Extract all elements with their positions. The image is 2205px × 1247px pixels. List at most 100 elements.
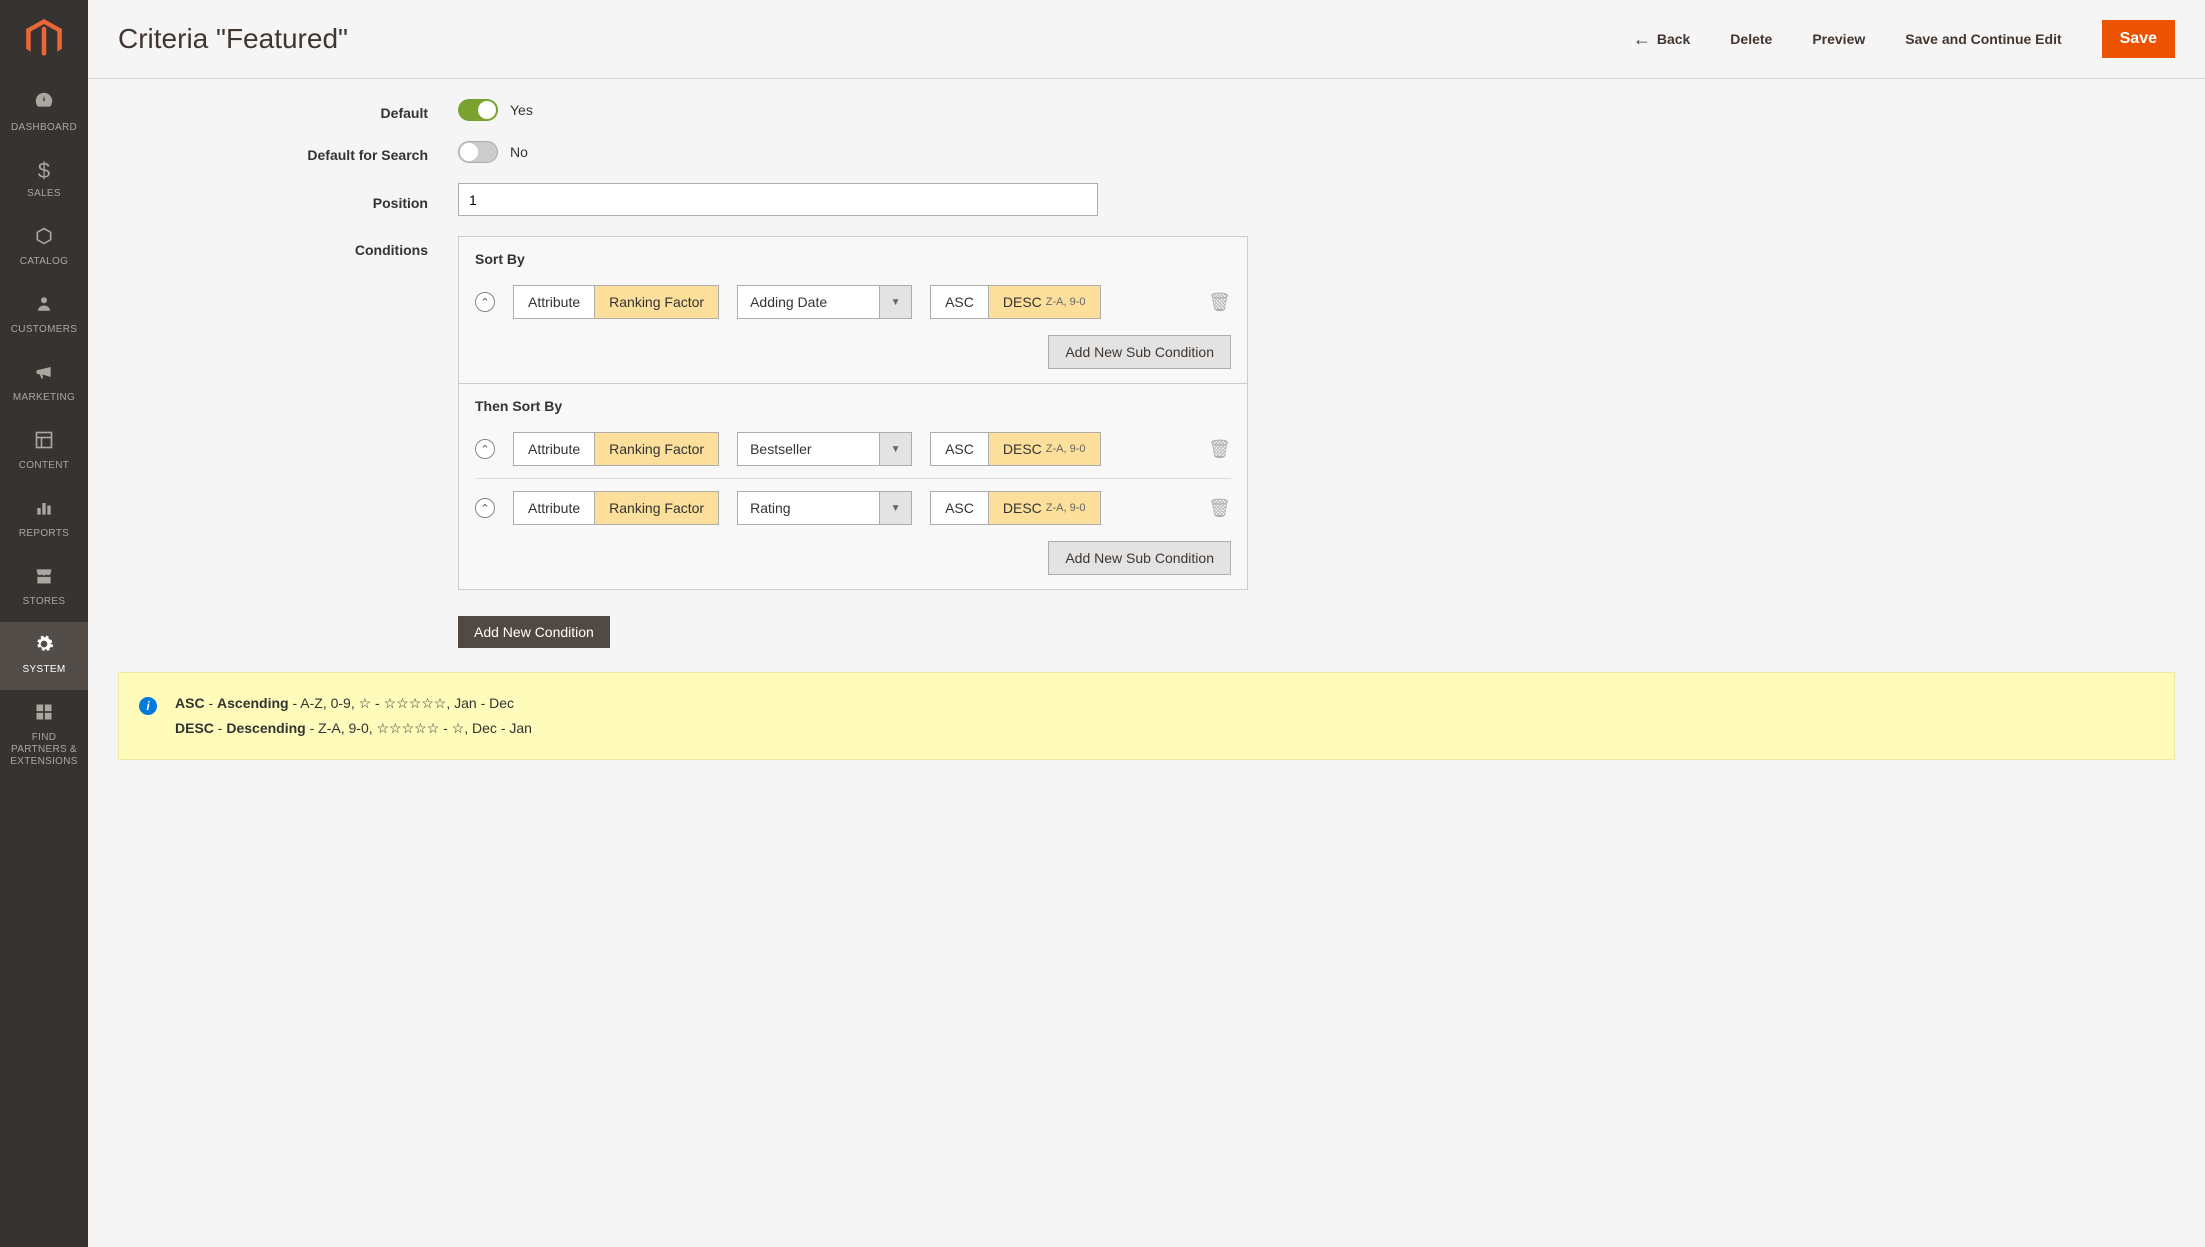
order-segment: ASC DESCZ-A, 9-0 xyxy=(930,491,1100,525)
collapse-icon[interactable]: ⌃ xyxy=(475,292,495,312)
order-segment: ASC DESC Z-A, 9-0 xyxy=(930,285,1100,319)
desc-sub: Z-A, 9-0 xyxy=(1046,443,1086,455)
ranking-factor-option[interactable]: Ranking Factor xyxy=(594,433,718,465)
nav-dashboard[interactable]: DASHBOARD xyxy=(0,78,88,148)
back-label: Back xyxy=(1657,31,1690,47)
info-message: i ASC - Ascending - A-Z, 0-9, ☆ - ☆☆☆☆☆,… xyxy=(118,672,2175,760)
condition-row: ⌃ Attribute Ranking Factor Rating ▼ xyxy=(475,478,1231,531)
value-select[interactable]: Bestseller ▼ xyxy=(737,432,912,466)
chevron-down-icon: ▼ xyxy=(879,433,911,465)
condition-group-title: Sort By xyxy=(475,251,1231,267)
storefront-icon xyxy=(34,566,54,590)
chevron-down-icon: ▼ xyxy=(879,286,911,318)
order-segment: ASC DESC Z-A, 9-0 xyxy=(930,432,1100,466)
desc-option[interactable]: DESC Z-A, 9-0 xyxy=(988,433,1100,465)
layout-icon xyxy=(34,430,54,454)
attribute-option[interactable]: Attribute xyxy=(514,433,594,465)
desc-sub: Z-A, 9-0 xyxy=(1046,296,1086,308)
nav-system[interactable]: SYSTEM xyxy=(0,622,88,690)
select-value: Rating xyxy=(738,492,879,524)
desc-label: DESC xyxy=(1003,294,1042,310)
dollar-icon: $ xyxy=(38,160,50,182)
condition-group-title: Then Sort By xyxy=(475,398,1231,414)
asc-option[interactable]: ASC xyxy=(931,492,988,524)
default-label: Default xyxy=(118,99,458,121)
blocks-icon xyxy=(34,702,54,726)
dashboard-icon xyxy=(33,90,55,116)
info-desc-line: DESC - Descending - Z-A, 9-0, ☆☆☆☆☆ - ☆,… xyxy=(175,716,2154,741)
nav-label: SALES xyxy=(27,188,61,200)
delete-row-icon[interactable]: 🗑 xyxy=(1208,292,1231,313)
type-segment: Attribute Ranking Factor xyxy=(513,285,719,319)
nav-stores[interactable]: STORES xyxy=(0,554,88,622)
save-button[interactable]: Save xyxy=(2102,20,2175,58)
desc-option[interactable]: DESC Z-A, 9-0 xyxy=(988,286,1100,318)
box-icon xyxy=(34,226,54,250)
nav-catalog[interactable]: CATALOG xyxy=(0,214,88,282)
asc-option[interactable]: ASC xyxy=(931,286,988,318)
nav-reports[interactable]: REPORTS xyxy=(0,486,88,554)
select-value: Adding Date xyxy=(738,286,879,318)
default-search-label: Default for Search xyxy=(118,141,458,163)
default-toggle[interactable] xyxy=(458,99,498,121)
nav-label: CUSTOMERS xyxy=(11,324,77,336)
asc-option[interactable]: ASC xyxy=(931,433,988,465)
select-value: Bestseller xyxy=(738,433,879,465)
add-sub-condition-button[interactable]: Add New Sub Condition xyxy=(1048,335,1231,369)
back-button[interactable]: ← Back xyxy=(1633,29,1690,50)
condition-row: ⌃ Attribute Ranking Factor Adding Date ▼ xyxy=(475,279,1231,325)
gear-icon xyxy=(34,634,54,658)
condition-group-0: Sort By ⌃ Attribute Ranking Factor Addin… xyxy=(459,237,1247,384)
chevron-down-icon: ▼ xyxy=(879,492,911,524)
value-select[interactable]: Rating ▼ xyxy=(737,491,912,525)
conditions-label: Conditions xyxy=(118,236,458,258)
nav-content[interactable]: CONTENT xyxy=(0,418,88,486)
condition-row: ⌃ Attribute Ranking Factor Bestseller ▼ xyxy=(475,426,1231,472)
desc-option[interactable]: DESCZ-A, 9-0 xyxy=(988,492,1100,524)
nav-label: STORES xyxy=(23,596,66,608)
desc-label: DESC xyxy=(1003,441,1042,457)
delete-button[interactable]: Delete xyxy=(1730,31,1772,47)
add-sub-condition-button[interactable]: Add New Sub Condition xyxy=(1048,541,1231,575)
default-search-toggle[interactable] xyxy=(458,141,498,163)
header-actions: ← Back Delete Preview Save and Continue … xyxy=(1633,20,2175,58)
nav-label: FIND PARTNERS & EXTENSIONS xyxy=(4,732,84,768)
save-continue-button[interactable]: Save and Continue Edit xyxy=(1905,31,2061,47)
value-select[interactable]: Adding Date ▼ xyxy=(737,285,912,319)
info-icon: i xyxy=(139,697,157,715)
delete-row-icon[interactable]: 🗑 xyxy=(1208,439,1231,460)
desc-label: DESC xyxy=(1003,500,1042,516)
nav-partners[interactable]: FIND PARTNERS & EXTENSIONS xyxy=(0,690,88,782)
position-input[interactable] xyxy=(458,183,1098,216)
preview-button[interactable]: Preview xyxy=(1812,31,1865,47)
page-title: Criteria "Featured" xyxy=(118,23,348,55)
nav-sales[interactable]: $ SALES xyxy=(0,148,88,214)
ranking-factor-option[interactable]: Ranking Factor xyxy=(594,286,718,318)
nav-label: REPORTS xyxy=(19,528,69,540)
arrow-left-icon: ← xyxy=(1633,29,1651,50)
collapse-icon[interactable]: ⌃ xyxy=(475,498,495,518)
condition-group-1: Then Sort By ⌃ Attribute Ranking Factor … xyxy=(459,384,1247,589)
nav-label: DASHBOARD xyxy=(11,122,77,134)
ranking-factor-option[interactable]: Ranking Factor xyxy=(594,492,718,524)
nav-label: CATALOG xyxy=(20,256,68,268)
magento-logo[interactable] xyxy=(0,0,88,78)
nav-label: SYSTEM xyxy=(23,664,66,676)
nav-marketing[interactable]: MARKETING xyxy=(0,350,88,418)
add-condition-button[interactable]: Add New Condition xyxy=(458,616,610,648)
page-header: Criteria "Featured" ← Back Delete Previe… xyxy=(88,0,2205,79)
position-label: Position xyxy=(118,189,458,211)
collapse-icon[interactable]: ⌃ xyxy=(475,439,495,459)
megaphone-icon xyxy=(34,362,54,386)
nav-customers[interactable]: CUSTOMERS xyxy=(0,282,88,350)
type-segment: Attribute Ranking Factor xyxy=(513,491,719,525)
nav-label: CONTENT xyxy=(19,460,69,472)
delete-row-icon[interactable]: 🗑 xyxy=(1208,498,1231,519)
attribute-option[interactable]: Attribute xyxy=(514,492,594,524)
attribute-option[interactable]: Attribute xyxy=(514,286,594,318)
info-asc-line: ASC - Ascending - A-Z, 0-9, ☆ - ☆☆☆☆☆, J… xyxy=(175,691,2154,716)
person-icon xyxy=(35,294,53,318)
default-value: Yes xyxy=(510,102,533,118)
type-segment: Attribute Ranking Factor xyxy=(513,432,719,466)
conditions-panel: Sort By ⌃ Attribute Ranking Factor Addin… xyxy=(458,236,1248,590)
